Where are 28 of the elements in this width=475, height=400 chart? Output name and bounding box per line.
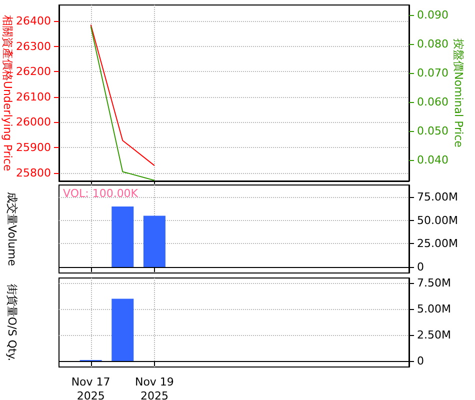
x-tick-label: Nov 19 2025 bbox=[134, 376, 174, 400]
y-tick-label: 75.00M bbox=[417, 190, 458, 204]
y-tick-label: 26000 bbox=[16, 116, 51, 129]
y-tick-label: 5.00M bbox=[417, 302, 451, 316]
y2-tick-label: 0.050 bbox=[417, 124, 448, 138]
y2-tick-label: 0.080 bbox=[417, 37, 448, 50]
y-tick-label: 50.00M bbox=[417, 214, 458, 227]
y-tick-label: 25.00M bbox=[417, 237, 458, 250]
y-tick-label: 7.50M bbox=[417, 276, 451, 290]
y-tick-label: 0 bbox=[417, 354, 424, 368]
y2-tick-label: 0.060 bbox=[417, 96, 448, 109]
x-tick-label: Nov 17 2025 bbox=[71, 376, 110, 400]
y-tick-label: 0 bbox=[417, 260, 424, 274]
y-axis-title: 相關資產價格Underlying Price bbox=[1, 14, 14, 172]
y-tick-label: 26200 bbox=[16, 65, 51, 78]
y2-tick-label: 0.070 bbox=[417, 66, 448, 80]
y2-tick-label: 0.090 bbox=[417, 8, 448, 22]
y-tick-label: 26300 bbox=[16, 40, 51, 53]
y2-axis-title: 按盤價Nominal Price bbox=[452, 38, 465, 148]
y-axis-title: 街貨量O/S Qty. bbox=[6, 284, 18, 362]
y-tick-label: 26400 bbox=[16, 14, 51, 28]
y-tick-label: 25800 bbox=[16, 166, 51, 180]
y2-tick-label: 0.040 bbox=[417, 154, 448, 167]
y-tick-label: 26100 bbox=[16, 90, 51, 104]
y-axis-title: 成交量Volume bbox=[6, 192, 18, 266]
annotation: VOL: 100.00K bbox=[63, 187, 139, 200]
y-tick-label: 25900 bbox=[16, 141, 51, 154]
y-tick-label: 2.50M bbox=[417, 328, 451, 342]
